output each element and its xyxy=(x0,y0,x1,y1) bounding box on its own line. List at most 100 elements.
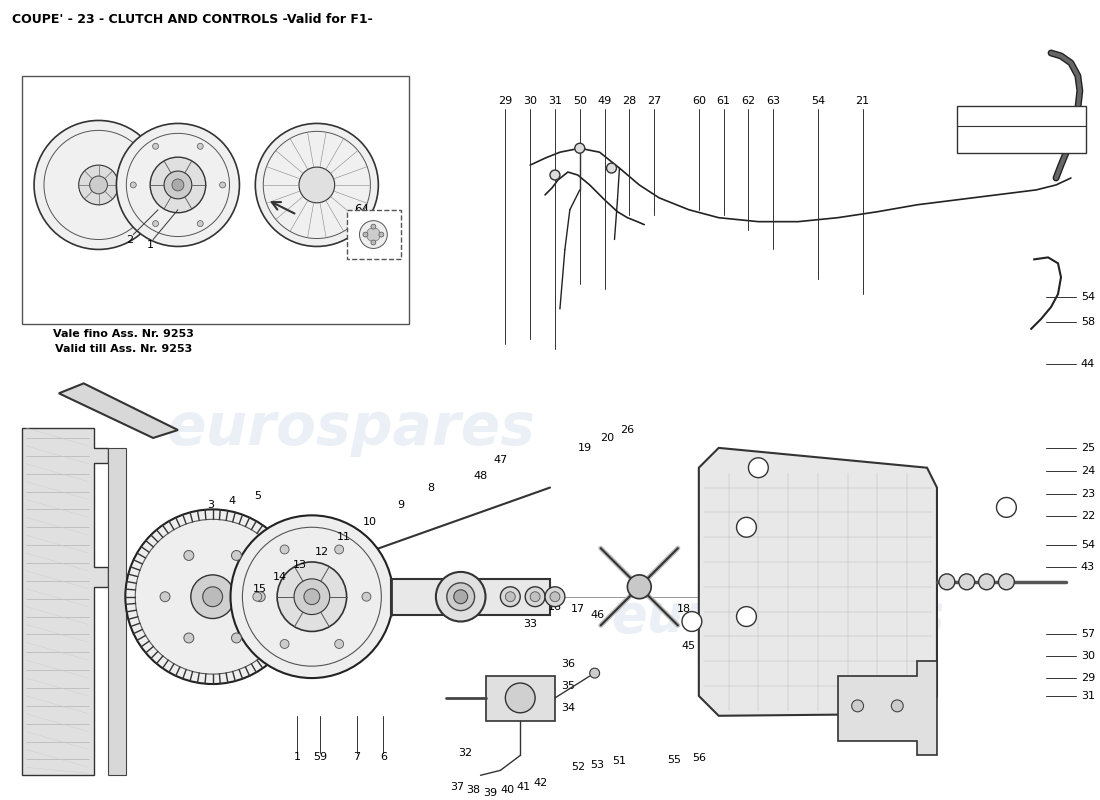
Circle shape xyxy=(525,586,544,606)
Circle shape xyxy=(999,574,1014,590)
Text: 11: 11 xyxy=(337,532,351,542)
Circle shape xyxy=(447,583,474,610)
Text: 53: 53 xyxy=(591,760,605,770)
Text: 38: 38 xyxy=(466,785,481,795)
Text: 43: 43 xyxy=(1081,562,1094,572)
Circle shape xyxy=(172,179,184,191)
Text: See Draw. 26: See Draw. 26 xyxy=(960,130,1040,143)
Circle shape xyxy=(231,633,241,643)
Text: 12: 12 xyxy=(315,547,329,557)
Circle shape xyxy=(362,592,371,601)
Text: 29: 29 xyxy=(498,96,513,106)
Polygon shape xyxy=(698,448,937,716)
Circle shape xyxy=(34,121,163,250)
Circle shape xyxy=(89,176,108,194)
Circle shape xyxy=(851,700,864,712)
Text: 48: 48 xyxy=(473,470,487,481)
Text: eurospares: eurospares xyxy=(612,590,945,642)
Circle shape xyxy=(737,606,757,626)
Circle shape xyxy=(231,550,241,561)
Text: A': A' xyxy=(1002,503,1011,512)
Circle shape xyxy=(363,232,367,237)
Text: 23: 23 xyxy=(1081,489,1094,498)
Text: 52: 52 xyxy=(571,762,585,772)
Circle shape xyxy=(164,171,191,199)
Circle shape xyxy=(436,572,485,622)
Circle shape xyxy=(153,143,158,150)
Circle shape xyxy=(220,182,225,188)
Circle shape xyxy=(371,224,376,229)
Circle shape xyxy=(371,240,376,245)
Text: 31: 31 xyxy=(548,96,562,106)
Circle shape xyxy=(277,562,346,631)
Text: 55: 55 xyxy=(667,755,681,766)
Text: 49: 49 xyxy=(597,96,612,106)
Text: Vedi Tav. 26: Vedi Tav. 26 xyxy=(960,113,1032,126)
Text: 14: 14 xyxy=(273,572,287,582)
Text: 16: 16 xyxy=(548,602,562,612)
Text: 62: 62 xyxy=(741,96,756,106)
Polygon shape xyxy=(59,383,178,438)
Circle shape xyxy=(575,143,585,153)
Text: 45: 45 xyxy=(682,642,696,651)
Text: 19: 19 xyxy=(578,443,592,453)
Text: 54: 54 xyxy=(1081,540,1094,550)
Text: 64: 64 xyxy=(354,203,368,216)
Circle shape xyxy=(79,165,119,205)
Circle shape xyxy=(255,592,265,602)
Circle shape xyxy=(590,668,600,678)
Text: 24: 24 xyxy=(1081,466,1096,476)
Text: 32: 32 xyxy=(459,749,473,758)
Text: 10: 10 xyxy=(362,518,376,527)
Text: 39: 39 xyxy=(483,788,497,798)
Text: eurospares: eurospares xyxy=(167,399,536,457)
Text: 30: 30 xyxy=(1081,651,1094,662)
Circle shape xyxy=(184,633,194,643)
Circle shape xyxy=(255,123,378,246)
Text: 20: 20 xyxy=(601,433,615,443)
Text: 26: 26 xyxy=(620,425,635,435)
Text: 41: 41 xyxy=(516,782,530,792)
Text: 31: 31 xyxy=(1081,691,1094,701)
Text: 13: 13 xyxy=(293,560,307,570)
Text: 28: 28 xyxy=(623,96,637,106)
Circle shape xyxy=(550,170,560,180)
Text: 58: 58 xyxy=(1081,317,1094,327)
Text: 54: 54 xyxy=(811,96,825,106)
Polygon shape xyxy=(22,428,109,775)
Circle shape xyxy=(231,515,393,678)
Circle shape xyxy=(378,232,384,237)
Circle shape xyxy=(959,574,975,590)
Circle shape xyxy=(544,586,565,606)
Bar xyxy=(22,76,409,324)
Text: 36: 36 xyxy=(561,659,575,669)
Text: 33: 33 xyxy=(524,619,537,630)
Bar xyxy=(957,106,1086,153)
Text: 35: 35 xyxy=(561,681,575,691)
Text: C: C xyxy=(755,462,761,473)
Text: 21: 21 xyxy=(856,96,870,106)
Text: 56: 56 xyxy=(692,754,706,763)
Circle shape xyxy=(190,575,234,618)
Text: 22: 22 xyxy=(1081,511,1096,522)
Circle shape xyxy=(748,458,768,478)
Text: B: B xyxy=(744,611,750,622)
Circle shape xyxy=(125,510,300,684)
Circle shape xyxy=(150,157,206,213)
Text: 51: 51 xyxy=(613,757,627,766)
Text: A: A xyxy=(744,522,750,532)
Circle shape xyxy=(682,611,702,631)
Text: 29: 29 xyxy=(1081,673,1096,683)
Circle shape xyxy=(737,518,757,537)
Text: 61: 61 xyxy=(716,96,730,106)
Text: 54: 54 xyxy=(1081,292,1094,302)
Circle shape xyxy=(130,182,136,188)
Circle shape xyxy=(366,228,381,242)
Circle shape xyxy=(500,586,520,606)
Text: 60: 60 xyxy=(692,96,706,106)
Circle shape xyxy=(939,574,955,590)
Circle shape xyxy=(606,163,616,173)
Text: 44: 44 xyxy=(1081,358,1096,369)
Bar xyxy=(346,210,402,259)
Text: 59: 59 xyxy=(312,753,327,762)
